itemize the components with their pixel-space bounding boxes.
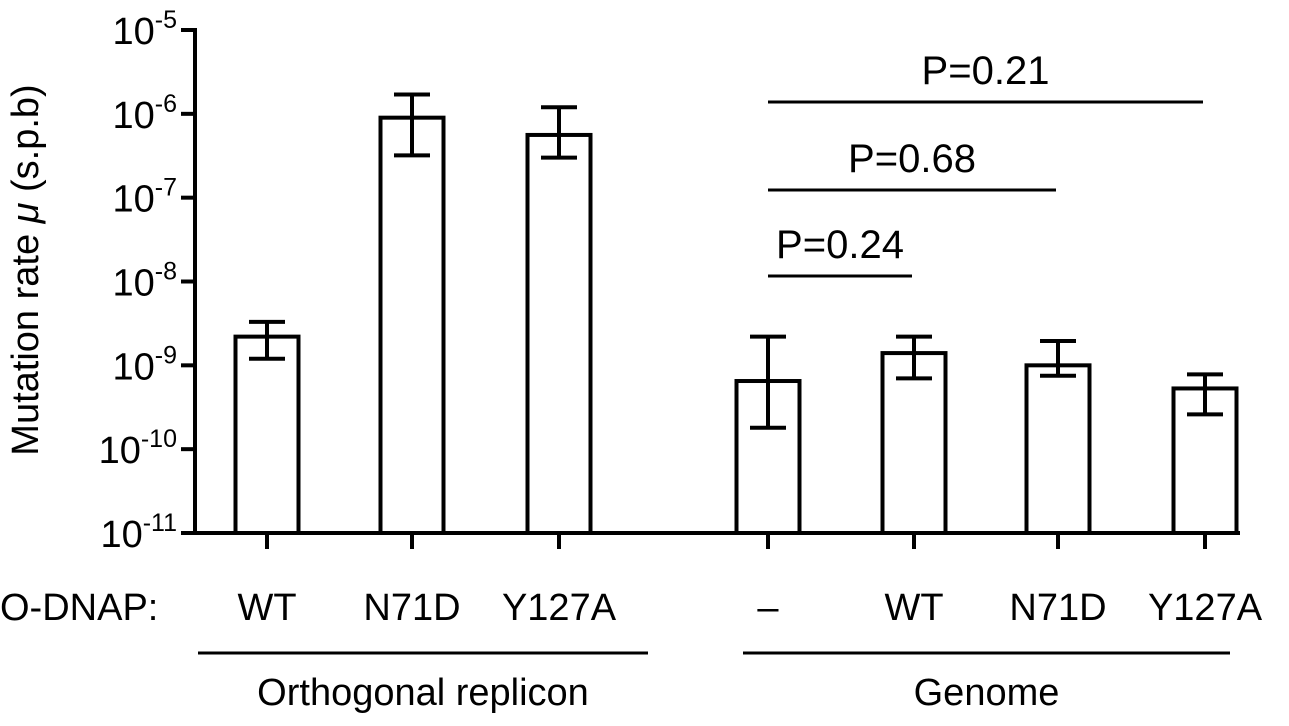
category-label: Y127A [502, 587, 617, 629]
group-label: Genome [914, 672, 1060, 714]
bar [233, 334, 301, 535]
error-bar [1187, 372, 1223, 417]
y-tick-label: 10-11 [100, 509, 177, 556]
error-bar [896, 334, 932, 381]
y-tick-label: 10-6 [112, 90, 177, 137]
y-axis: 10-11 10-10 10-9 10-8 10-7 10-6 10-5 [99, 6, 1240, 556]
category-label: WT [884, 587, 943, 629]
bar [1024, 363, 1092, 536]
bar [525, 132, 593, 535]
error-bar [249, 319, 285, 361]
y-tick-label: 10-9 [112, 341, 177, 388]
row-label: O-DNAP: [0, 587, 158, 629]
p-value-label: P=0.24 [776, 223, 904, 267]
bar [378, 115, 446, 535]
error-bar [750, 334, 786, 430]
y-tick-label: 10-7 [112, 174, 177, 221]
category-label: N71D [363, 587, 460, 629]
error-bars [249, 92, 1223, 430]
p-value-label: P=0.68 [848, 137, 976, 181]
group-labels: Orthogonal replicon Genome [198, 651, 1230, 714]
category-label: Y127A [1148, 587, 1263, 629]
p-value-label: P=0.21 [922, 49, 1050, 93]
error-bar [541, 105, 577, 160]
category-label: – [757, 587, 779, 629]
y-axis-label: Mutation rate μ (s.p.b) [5, 84, 47, 455]
category-label: WT [237, 587, 296, 629]
x-axis-labels: O-DNAP: WT N71D Y127A – WT N71D Y127A [0, 587, 1263, 629]
error-bar [1040, 339, 1076, 378]
category-label: N71D [1009, 587, 1106, 629]
bars [233, 115, 1239, 536]
group-label: Orthogonal replicon [257, 672, 589, 714]
error-bar [394, 92, 430, 158]
y-tick-label: 10-10 [99, 425, 177, 472]
comparisons: P=0.21 P=0.68 P=0.24 [768, 49, 1203, 278]
y-tick-label: 10-5 [112, 6, 177, 53]
y-tick-label: 10-8 [112, 258, 177, 305]
